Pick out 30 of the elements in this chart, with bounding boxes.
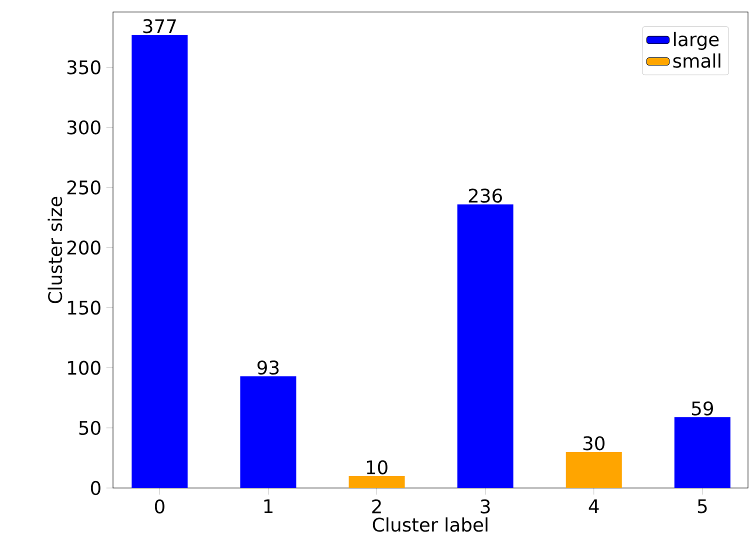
bar xyxy=(457,204,514,488)
x-axis-title: Cluster label xyxy=(372,517,488,532)
y-tick-label: 50 xyxy=(79,420,100,435)
bar xyxy=(132,34,188,488)
y-tick-label: 0 xyxy=(90,480,100,496)
x-tick-label: 2 xyxy=(372,499,381,514)
legend-label: small xyxy=(673,53,720,68)
x-tick-label: 3 xyxy=(480,499,490,514)
x-tick-label: 1 xyxy=(264,499,272,513)
y-tick-label: 250 xyxy=(67,180,100,195)
bar xyxy=(566,452,622,488)
data-label: 93 xyxy=(258,360,279,375)
y-tick-label: 150 xyxy=(68,300,100,315)
bar xyxy=(348,476,405,488)
y-axis-title: Cluster size xyxy=(48,196,62,304)
data-label: 236 xyxy=(468,188,502,203)
data-label: 10 xyxy=(366,460,388,474)
y-tick-label: 100 xyxy=(68,360,100,375)
data-label: 377 xyxy=(143,19,176,34)
bar xyxy=(240,376,296,488)
x-tick-label: 0 xyxy=(154,499,164,514)
bar xyxy=(674,417,730,488)
data-label: 30 xyxy=(583,436,605,450)
x-tick-label: 4 xyxy=(588,499,599,513)
data-label: 59 xyxy=(692,401,713,416)
legend-label: large xyxy=(674,32,719,50)
x-tick-label: 5 xyxy=(698,499,707,514)
y-tick-label: 300 xyxy=(67,120,100,134)
y-tick-label: 200 xyxy=(67,240,100,255)
y-tick-label: 350 xyxy=(67,60,100,74)
